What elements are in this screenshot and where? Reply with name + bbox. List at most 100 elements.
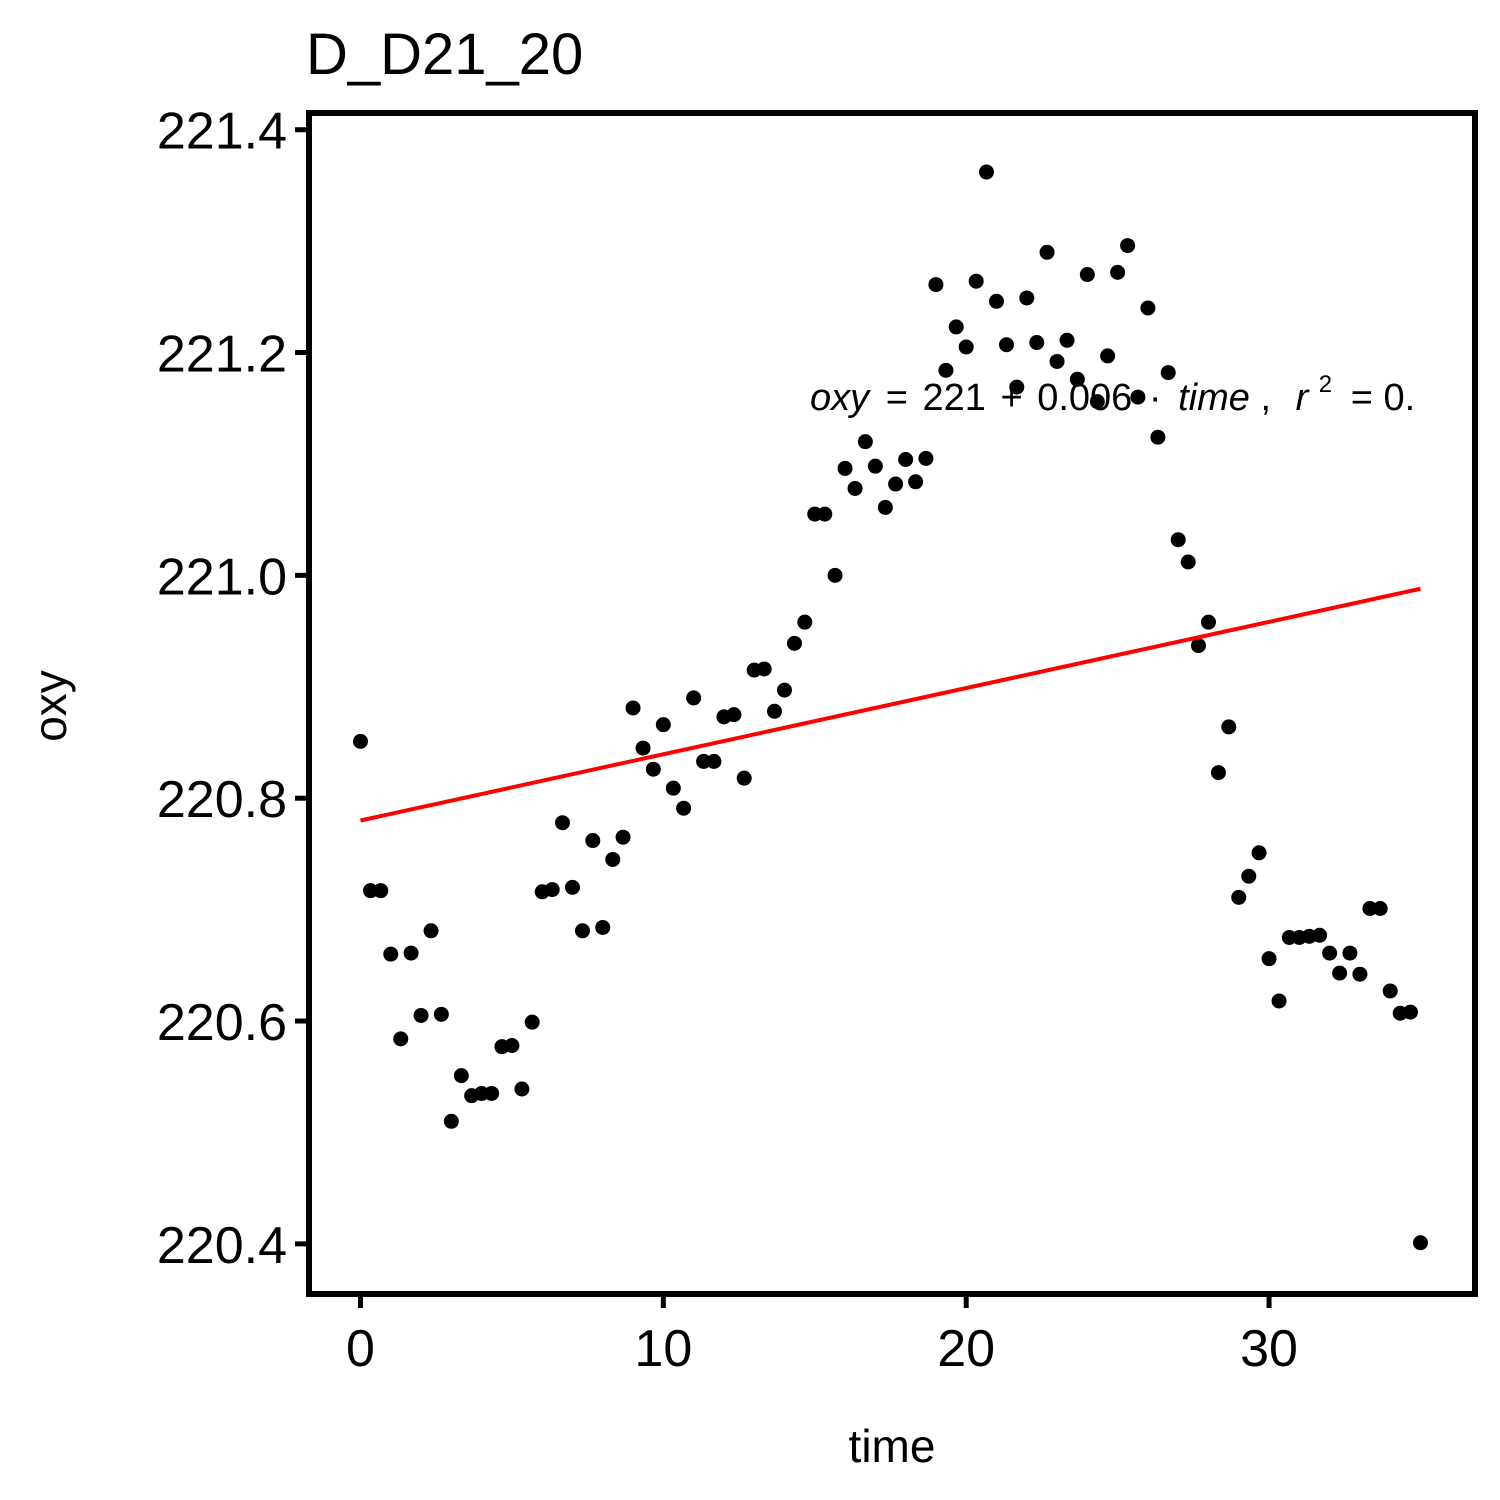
x-axis-title: time	[849, 1420, 936, 1472]
data-point	[625, 700, 641, 716]
data-point	[988, 293, 1004, 309]
data-point	[676, 800, 692, 816]
chart-title: D_D21_20	[306, 22, 583, 87]
data-point	[514, 1081, 530, 1097]
eq-comma: ,	[1260, 377, 1271, 419]
data-point	[665, 780, 681, 796]
data-point	[756, 661, 772, 677]
plot-panel-border	[306, 110, 1478, 1297]
eq-intercept: 221	[922, 377, 985, 419]
data-point	[888, 476, 904, 492]
data-point	[373, 883, 389, 899]
data-point	[998, 337, 1014, 353]
data-point	[1059, 332, 1075, 348]
data-point	[847, 480, 863, 496]
data-point	[938, 362, 954, 378]
data-point	[1261, 951, 1277, 967]
data-point	[1160, 365, 1176, 381]
y-tick-labels: 220.4 220.6 220.8 221.0 221.2 221.4	[157, 103, 287, 1275]
x-tick-label: 30	[1240, 1320, 1298, 1378]
data-point	[433, 1006, 449, 1022]
data-point	[605, 851, 621, 867]
data-point	[696, 753, 712, 769]
data-point	[968, 273, 984, 289]
data-point	[1372, 901, 1388, 917]
x-tick-label: 0	[346, 1320, 375, 1378]
data-point	[918, 450, 934, 466]
data-point	[736, 770, 752, 786]
data-point	[1402, 1004, 1418, 1020]
data-point	[1332, 965, 1348, 981]
regression-line	[360, 586, 1421, 823]
data-point	[615, 829, 631, 845]
data-point	[1089, 394, 1105, 410]
data-point	[1079, 267, 1095, 283]
data-point	[1231, 889, 1247, 905]
data-point	[524, 1014, 540, 1030]
eq-dot: ·	[1149, 377, 1162, 419]
data-point	[1110, 264, 1126, 280]
data-point	[827, 567, 843, 583]
y-tick-label: 221.4	[157, 103, 287, 161]
data-point	[585, 833, 601, 849]
data-point	[1312, 927, 1328, 943]
data-point	[1029, 335, 1045, 351]
data-point	[726, 707, 742, 723]
eq-equals: =	[886, 377, 908, 419]
eq-r-value: = 0.	[1351, 377, 1415, 419]
data-point	[857, 434, 873, 450]
data-point	[928, 277, 944, 293]
data-point	[504, 1038, 520, 1054]
data-point	[484, 1085, 500, 1101]
data-point	[645, 761, 661, 777]
data-point	[595, 919, 611, 935]
data-point	[1150, 429, 1166, 445]
data-points	[352, 164, 1428, 1251]
x-tick-labels: 0 10 20 30	[346, 1320, 1298, 1378]
data-point	[1069, 371, 1085, 387]
data-point	[1352, 966, 1368, 982]
data-point	[393, 1031, 409, 1047]
x-axis: 0 10 20 30	[346, 1294, 1298, 1378]
y-tick-label: 220.4	[157, 1217, 287, 1275]
data-point	[403, 945, 419, 961]
data-point	[453, 1068, 469, 1084]
data-point	[544, 882, 560, 898]
data-point	[1241, 868, 1257, 884]
eq-r-superscript: 2	[1319, 371, 1332, 398]
data-point	[776, 682, 792, 698]
data-point	[1039, 244, 1055, 260]
data-point	[1019, 290, 1035, 306]
eq-var: time	[1178, 377, 1250, 419]
data-point	[1009, 379, 1025, 395]
data-point	[1342, 945, 1358, 961]
x-tick-label: 20	[937, 1320, 995, 1378]
y-tick-label: 220.6	[157, 994, 287, 1052]
data-point	[413, 1007, 429, 1023]
data-point	[1362, 901, 1378, 917]
data-point	[1271, 993, 1287, 1009]
y-axis-title: oxy	[24, 670, 76, 742]
data-point	[443, 1113, 459, 1129]
data-point	[786, 635, 802, 651]
data-point	[1180, 554, 1196, 570]
data-point	[1200, 614, 1216, 630]
x-tick-label: 10	[634, 1320, 692, 1378]
data-point	[1221, 719, 1237, 735]
data-point	[383, 946, 399, 962]
data-point	[817, 506, 833, 522]
eq-plus: +	[1000, 377, 1022, 419]
data-point	[1382, 983, 1398, 999]
regression-equation: oxy = 221 + 0.006 · time , r 2 = 0.	[810, 359, 1415, 419]
data-point	[352, 733, 368, 749]
data-point	[574, 923, 590, 939]
data-point	[655, 717, 671, 733]
data-point	[1130, 389, 1146, 405]
data-point	[1170, 532, 1186, 548]
data-point	[1100, 348, 1116, 364]
data-point	[362, 883, 378, 899]
y-tick-label: 221.0	[157, 548, 287, 606]
data-point	[686, 690, 702, 706]
data-point	[978, 164, 994, 180]
